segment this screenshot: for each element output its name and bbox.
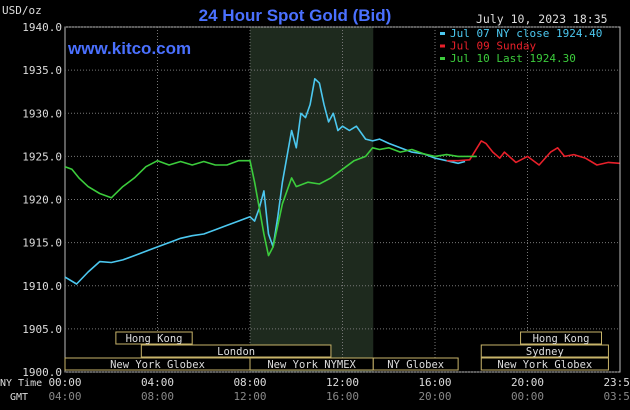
x-tick-label-gmt: 04:00 [48, 390, 81, 403]
y-tick-label: 1925.0 [22, 150, 62, 163]
x-tick-label-ny: 16:00 [418, 376, 451, 389]
x-tick-label-gmt: 03:59 [603, 390, 630, 403]
session-label: Hong Kong [126, 333, 183, 345]
axis-layer: 1900.0 1905.0 1910.0 1915.0 1920.0 1925.0 1930… [22, 21, 630, 403]
x-tick-label-gmt: 12:00 [233, 390, 266, 403]
x-tick-label-ny: 20:00 [511, 376, 544, 389]
legend-swatch [440, 57, 445, 60]
y-tick-label: 1900.0 [22, 366, 62, 379]
y-tick-label: 1915.0 [22, 237, 62, 250]
y-tick-label: 1930.0 [22, 107, 62, 120]
session-bar [372, 357, 459, 371]
series-layer [64, 78, 620, 285]
x-tick-label-gmt: 16:00 [326, 390, 359, 403]
ny-time-label: NY Time [0, 378, 42, 389]
x-tick-label-gmt: 20:00 [418, 390, 451, 403]
series-line [446, 140, 620, 166]
series-line [64, 147, 477, 257]
session-label: New York Globex [497, 359, 592, 371]
session-bar [140, 344, 332, 358]
unit-label: USD/oz [2, 4, 42, 17]
y-tick-label: 1910.0 [22, 280, 62, 293]
x-tick-label-ny: 23:59 [603, 376, 630, 389]
session-label: New York Globex [110, 359, 205, 371]
legend-label: Jul 07 NY close 1924.40 [450, 27, 602, 40]
x-tick-label-ny: 00:00 [48, 376, 81, 389]
session-layer: Hong Kong London New York Globex New York N… [64, 331, 609, 371]
y-tick-label: 1935.0 [22, 64, 62, 77]
y-tick-label: 1905.0 [22, 323, 62, 336]
session-bar [520, 331, 602, 345]
gmt-label: GMT [10, 392, 28, 403]
session-bar [115, 331, 193, 345]
y-tick-label: 1920.0 [22, 194, 62, 207]
x-tick-label-ny: 04:00 [141, 376, 174, 389]
legend-label: Jul 09 Sunday [450, 40, 536, 53]
legend-label: Jul 10 Last 1924.30 [450, 52, 576, 65]
session-bar [480, 344, 609, 358]
session-bar [480, 357, 609, 371]
timestamp-label: July 10, 2023 18:35 [476, 12, 608, 26]
website-label: www.kitco.com [67, 39, 191, 58]
x-tick-label-gmt: 00:00 [511, 390, 544, 403]
session-label: Hong Kong [533, 333, 590, 345]
legend-swatch [440, 32, 445, 35]
session-label: London [217, 346, 255, 358]
chart-title: 24 Hour Spot Gold (Bid) [199, 6, 392, 25]
series-line [64, 78, 466, 285]
x-tick-label-ny: 08:00 [233, 376, 266, 389]
x-tick-label-gmt: 08:00 [141, 390, 174, 403]
y-tick-label: 1940.0 [22, 21, 62, 34]
session-label: New York NYMEX [267, 359, 356, 371]
legend-swatch [440, 44, 445, 48]
session-label: NY Globex [387, 359, 444, 371]
session-label: Sydney [526, 346, 564, 358]
x-tick-label-ny: 12:00 [326, 376, 359, 389]
